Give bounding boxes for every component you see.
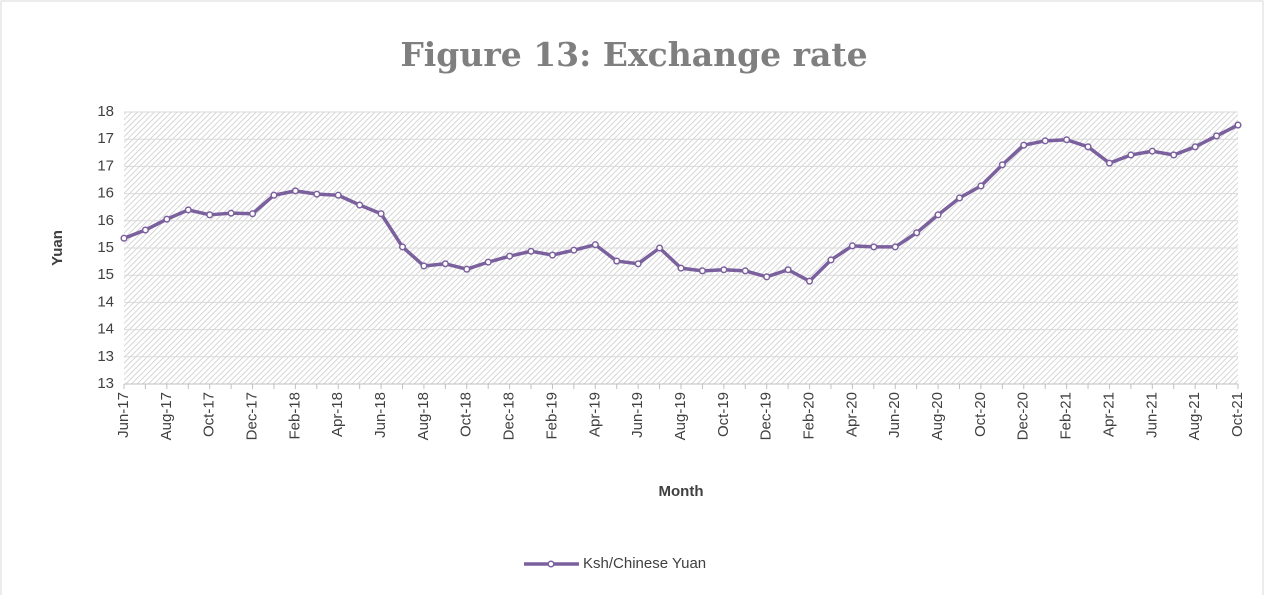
x-tick-label: Aug-20: [929, 392, 946, 440]
x-axis-label: Month: [659, 483, 704, 500]
data-point: [1084, 143, 1092, 151]
x-tick-label: Aug-18: [415, 392, 432, 440]
x-tick-label: Jun-18: [372, 392, 389, 438]
data-point: [377, 210, 385, 218]
data-point: [506, 252, 514, 260]
x-tick-label: Apr-18: [329, 392, 346, 437]
data-point: [827, 256, 835, 264]
x-tick-label: Oct-18: [458, 392, 475, 437]
x-tick-label: Oct-21: [1229, 392, 1246, 437]
x-tick-label: Apr-20: [843, 392, 860, 437]
x-tick-label: Feb-21: [1058, 392, 1075, 440]
data-point: [1020, 141, 1028, 149]
y-tick-label: 15: [97, 239, 114, 256]
data-point: [184, 206, 192, 214]
data-point: [934, 211, 942, 219]
data-point: [763, 273, 771, 281]
y-tick-label: 16: [97, 212, 114, 229]
x-tick-label: Oct-17: [201, 392, 218, 437]
data-point: [913, 229, 921, 237]
x-tick-label: Aug-21: [1186, 392, 1203, 440]
x-tick-label: Feb-20: [801, 392, 818, 440]
data-point: [163, 215, 171, 223]
y-tick-label: 13: [97, 375, 114, 392]
x-tick-label: Apr-19: [586, 392, 603, 437]
data-point: [720, 266, 728, 274]
y-tick-label: 17: [97, 157, 114, 174]
data-point: [870, 243, 878, 251]
x-tick-label: Dec-20: [1015, 392, 1032, 440]
data-point: [1234, 121, 1242, 129]
x-tick-label: Jun-21: [1143, 392, 1160, 438]
data-point: [1063, 136, 1071, 144]
data-point: [613, 257, 621, 265]
y-tick-label: 15: [97, 266, 114, 283]
x-tick-label: Jun-17: [115, 392, 132, 438]
data-point: [570, 246, 578, 254]
data-point: [677, 264, 685, 272]
data-point: [784, 266, 792, 274]
data-point: [1170, 151, 1178, 159]
data-point: [891, 243, 899, 251]
data-point: [248, 210, 257, 218]
data-point: [805, 277, 814, 285]
y-tick-label: 18: [97, 103, 114, 120]
data-point: [698, 267, 706, 275]
data-point: [1191, 143, 1199, 151]
data-point: [313, 190, 321, 198]
data-point: [334, 191, 342, 199]
data-point: [1105, 159, 1114, 167]
x-tick-label: Dec-17: [244, 392, 261, 440]
y-tick-label: 14: [97, 293, 114, 310]
data-point: [527, 247, 535, 255]
data-point: [270, 191, 278, 199]
data-point: [548, 251, 557, 259]
data-point: [998, 161, 1006, 169]
data-point: [1148, 147, 1156, 155]
x-tick-label: Oct-20: [972, 392, 989, 437]
x-tick-label: Jun-19: [629, 392, 646, 438]
data-point: [420, 262, 428, 270]
x-tick-label: Feb-18: [286, 392, 303, 440]
data-point: [741, 267, 749, 275]
y-tick-label: 17: [97, 130, 114, 147]
data-point: [227, 209, 235, 217]
x-tick-label: Apr-21: [1100, 392, 1117, 437]
y-tick-label: 13: [97, 348, 114, 365]
x-tick-label: Oct-19: [715, 392, 732, 437]
data-point: [484, 258, 492, 266]
legend-label: Ksh/Chinese Yuan: [583, 555, 706, 572]
data-point: [1127, 151, 1135, 159]
x-tick-label: Feb-19: [543, 392, 560, 440]
legend-marker: [547, 560, 555, 568]
data-point: [656, 244, 664, 252]
x-tick-label: Dec-19: [758, 392, 775, 440]
data-point: [141, 226, 149, 234]
data-point: [848, 242, 856, 250]
data-point: [398, 243, 407, 251]
data-point: [463, 265, 471, 273]
chart-title: Figure 13: Exchange rate: [400, 35, 867, 74]
data-point: [955, 194, 964, 202]
data-point: [441, 260, 449, 268]
x-tick-label: Aug-19: [672, 392, 689, 440]
y-tick-label: 14: [97, 321, 114, 338]
data-point: [1041, 137, 1049, 145]
data-point: [120, 234, 128, 242]
data-point: [591, 241, 599, 249]
y-axis-label: Yuan: [49, 230, 66, 266]
y-tick-label: 16: [97, 185, 114, 202]
data-point: [291, 187, 299, 195]
x-tick-label: Jun-20: [886, 392, 903, 438]
data-point: [206, 211, 214, 219]
data-point: [634, 260, 642, 268]
data-point: [977, 182, 985, 190]
data-point: [1213, 132, 1221, 140]
data-point: [356, 201, 364, 209]
x-tick-label: Dec-18: [501, 392, 518, 440]
x-tick-label: Aug-17: [158, 392, 175, 440]
